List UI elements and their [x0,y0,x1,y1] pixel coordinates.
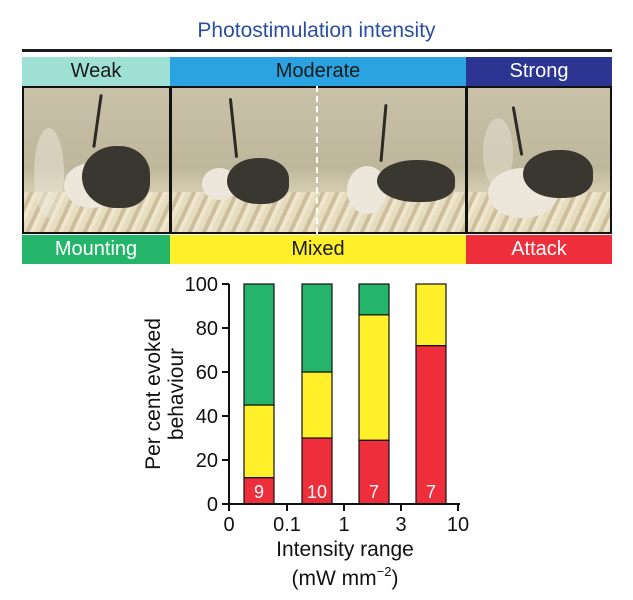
y-axis-label-line1: Per cent evoked [142,318,165,470]
figure-title: Photostimulation intensity [197,19,436,42]
bar-n-label: 7 [369,482,379,502]
x-tick-label: 0 [223,514,234,536]
bar-segment-mixed [358,314,390,441]
x-tick-label: 10 [447,514,469,536]
bar-n-label: 9 [254,482,264,502]
y-tick-label: 100 [185,274,218,296]
bar-segment-attack [415,345,447,505]
band-mixed: Mixed [170,235,466,264]
bar-segment-mounting [358,283,390,316]
bar-segment-mounting [243,283,275,406]
bar-n-label: 7 [426,482,436,502]
x-unit-superscript: −2 [377,564,392,579]
photo-strong [466,86,612,234]
photo-moderate [170,86,467,234]
x-axis-label: Intensity range [276,538,414,561]
y-axis-label-line2: behaviour [165,348,188,440]
photo-weak [22,86,171,234]
bar-segment-mixed [243,404,275,479]
x-axis-unit: (mW mm−2) [292,564,399,590]
bar-n-label: 10 [307,482,327,502]
band-attack: Attack [466,235,612,264]
x-tick-label: 1 [338,514,349,536]
x-unit-close: ) [391,567,398,590]
x-tick-label: 0.1 [273,514,301,536]
bar-segment-mixed [301,371,333,439]
x-unit-text: (mW mm [292,567,377,590]
bar-segment-mounting [301,283,333,373]
y-tick-label: 60 [196,362,218,384]
band-moderate: Moderate [170,57,466,86]
x-tick-label: 3 [395,514,406,536]
y-tick-label: 20 [196,450,218,472]
bar-segment-mixed [415,283,447,347]
band-mounting: Mounting [22,235,170,264]
title-rule [22,49,612,52]
y-tick-label: 80 [196,318,218,340]
panel-divider [316,86,318,234]
y-tick-label: 0 [207,494,218,516]
band-strong: Strong [466,57,612,86]
band-weak: Weak [22,57,170,86]
bar-segment-attack [243,477,275,505]
y-tick-label: 40 [196,406,218,428]
